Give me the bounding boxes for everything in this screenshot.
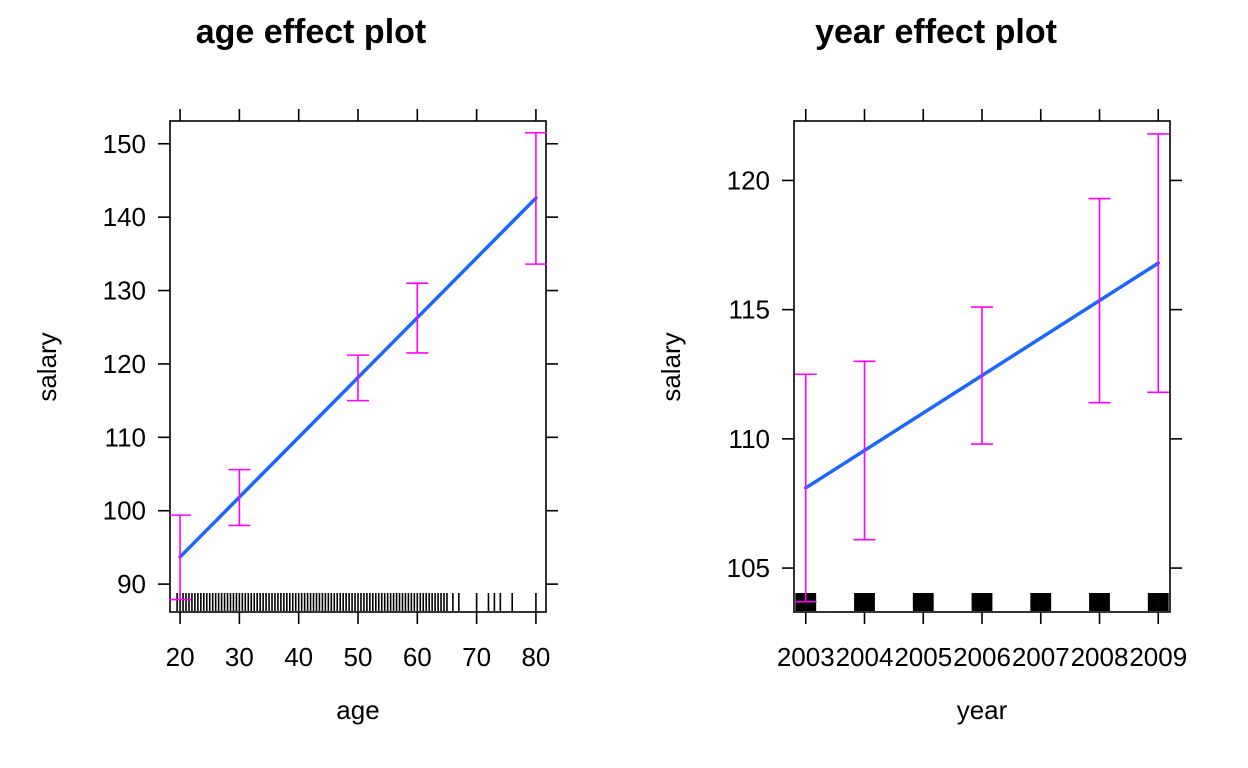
age-y-tick-label: 100	[103, 496, 146, 526]
age-plot-title: age effect plot	[196, 13, 426, 51]
year-error-bar	[853, 360, 876, 541]
year-effect-panel: year effect plot year salary 2003 2004 200…	[656, 13, 1187, 725]
age-y-axis-label: salary	[32, 332, 62, 401]
age-x-tick-label: 50	[344, 642, 373, 672]
age-plot-area: 20 30 40 50 60 70 80 90 100 110 120 130 140 150	[103, 109, 558, 672]
year-y-tick-label: 115	[729, 295, 770, 325]
age-x-tick-label: 30	[225, 642, 254, 672]
year-error-bar	[794, 373, 817, 603]
year-plot-title: year effect plot	[815, 13, 1057, 51]
year-y-axis-label: salary	[656, 332, 686, 401]
year-plot-area: 2003 2004 2005 2006 2007 2008 2009 105 110 115 120	[727, 109, 1187, 672]
age-y-tick-label: 140	[103, 202, 146, 232]
age-y-tick-label: 150	[103, 129, 146, 159]
age-y-tick-label: 90	[117, 569, 146, 599]
age-x-tick-label: 70	[462, 642, 491, 672]
age-x-axis-label: age	[336, 695, 379, 725]
year-y-tick-label: 110	[729, 424, 770, 454]
age-x-tick-label: 40	[284, 642, 313, 672]
year-x-tick-label: 2004	[836, 642, 894, 672]
year-x-axis-label: year	[957, 695, 1008, 725]
year-error-bar	[1147, 133, 1170, 394]
year-x-tick-label: 2006	[953, 642, 1011, 672]
age-effect-panel: age effect plot age salary 20 30 40 50 60 70 8…	[32, 13, 558, 725]
year-error-bar	[971, 306, 993, 445]
year-error-bar	[1088, 197, 1111, 404]
age-error-bar	[524, 131, 547, 265]
year-x-tick-label: 2009	[1129, 642, 1187, 672]
age-x-tick-label: 80	[521, 642, 550, 672]
age-x-tick-label: 20	[166, 642, 195, 672]
year-x-tick-label: 2007	[1012, 642, 1070, 672]
age-error-bar	[347, 354, 369, 402]
age-y-tick-label: 120	[103, 349, 146, 379]
year-y-tick-label: 120	[727, 165, 770, 195]
year-x-tick-label: 2005	[894, 642, 952, 672]
age-error-bar	[169, 514, 192, 601]
age-y-tick-label: 130	[103, 276, 146, 306]
year-y-tick-label: 105	[727, 553, 770, 583]
age-y-tick-label: 110	[105, 422, 146, 452]
age-error-bar	[406, 282, 429, 354]
age-error-bar	[228, 468, 251, 527]
year-x-tick-label: 2003	[777, 642, 835, 672]
year-x-tick-label: 2008	[1071, 642, 1129, 672]
age-x-tick-label: 60	[403, 642, 432, 672]
